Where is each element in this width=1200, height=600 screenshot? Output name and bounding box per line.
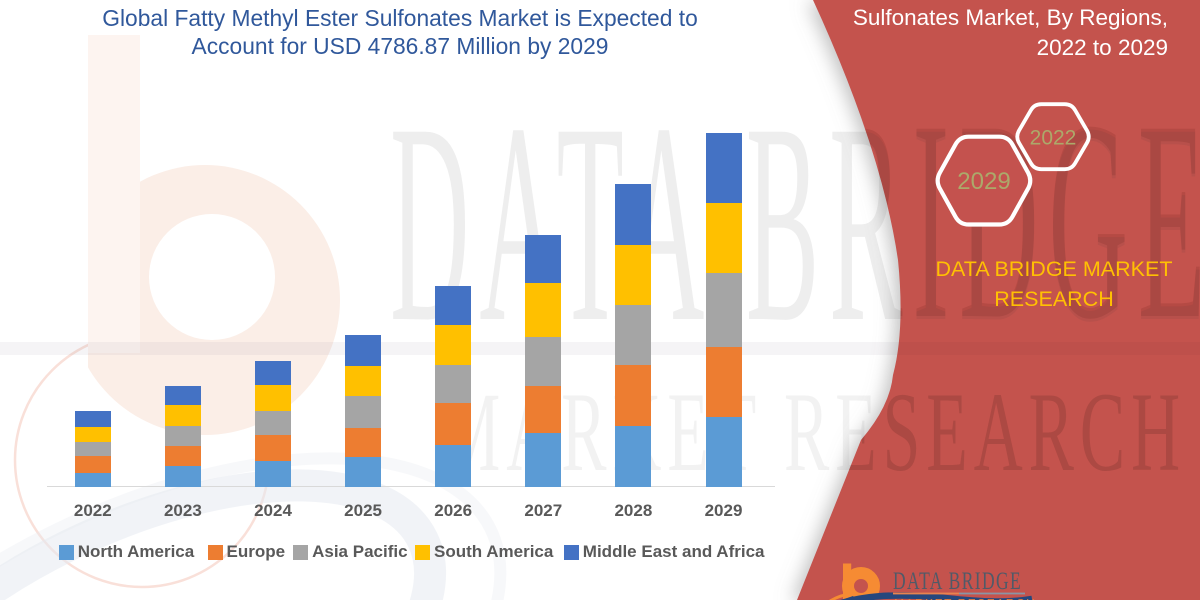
svg-text:2022: 2022 [1030, 127, 1077, 150]
svg-text:2029: 2029 [957, 168, 1010, 195]
svg-text:DATA BRIDGE: DATA BRIDGE [893, 567, 1022, 595]
svg-text:MARKET RESEARCH: MARKET RESEARCH [894, 597, 1036, 600]
